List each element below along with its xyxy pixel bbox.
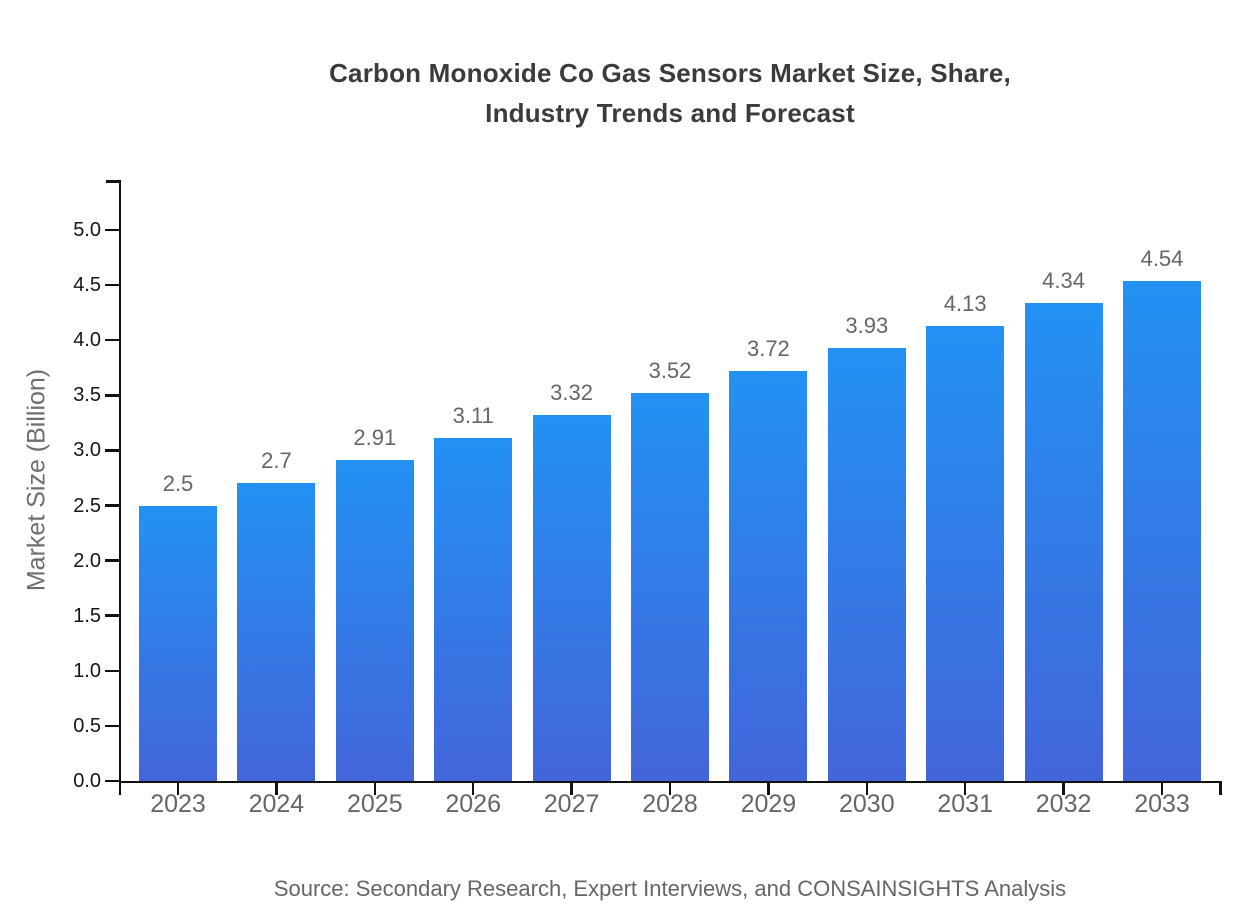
x-tick-label-2027: 2027 — [543, 790, 600, 818]
y-tick-mark — [105, 724, 119, 728]
y-tick-label: 4.0 — [73, 329, 101, 352]
bar-2025 — [335, 460, 414, 781]
x-tick-label-2032: 2032 — [1035, 790, 1092, 818]
x-tick-label-2028: 2028 — [642, 790, 698, 818]
x-tick-mark — [176, 783, 180, 795]
bar-2032 — [1024, 302, 1103, 781]
x-tick-mark — [767, 783, 770, 795]
x-tick-label-2031: 2031 — [937, 790, 993, 818]
bar-value-label-2023: 2.5 — [162, 470, 194, 496]
x-tick-label-2025: 2025 — [346, 790, 403, 818]
y-tick-label: 0.5 — [73, 714, 101, 737]
x-tick-mark — [1160, 783, 1164, 795]
x-tick-mark — [373, 783, 377, 795]
y-tick-mark — [105, 449, 119, 452]
y-tick-mark — [105, 669, 119, 673]
bar-2028 — [631, 393, 709, 781]
x-tick-mark — [963, 783, 967, 795]
x-tick-mark — [570, 783, 573, 795]
bar-value-label-2031: 4.13 — [943, 290, 987, 316]
source-caption: Source: Secondary Research, Expert Inter… — [273, 876, 1067, 901]
x-tick-mark — [1062, 783, 1065, 795]
x-tick-mark — [668, 783, 672, 795]
y-tick-mark — [105, 283, 119, 287]
y-tick-label: 1.5 — [73, 604, 101, 627]
y-tick-mark — [105, 504, 119, 507]
bar-value-label-2029: 3.72 — [746, 336, 790, 362]
y-tick-label: 2.5 — [73, 494, 101, 517]
y-tick-label: 1.0 — [73, 659, 101, 682]
x-tick-label-2030: 2030 — [838, 790, 895, 818]
x-tick-label-2033: 2033 — [1134, 790, 1190, 818]
y-tick-label: 4.5 — [73, 274, 101, 297]
y-axis-line — [118, 180, 121, 795]
x-axis-line — [118, 780, 1222, 783]
y-tick-mark — [105, 338, 119, 342]
bar-2033 — [1123, 280, 1201, 781]
y-tick-label: 0.0 — [73, 770, 101, 792]
bar-2027 — [532, 415, 611, 781]
y-tick-label: 5.0 — [73, 219, 101, 241]
y-tick-mark — [105, 228, 119, 232]
bar-2026 — [434, 438, 513, 781]
y-tick-label: 2.0 — [73, 549, 101, 572]
y-tick-mark — [105, 779, 119, 783]
y-tick-mark — [105, 559, 119, 562]
bar-2030 — [827, 347, 906, 781]
bar-value-label-2033: 4.54 — [1140, 245, 1184, 271]
y-tick-label: 3.5 — [73, 384, 101, 407]
bar-2029 — [729, 371, 808, 781]
x-tick-mark — [471, 783, 475, 795]
x-tick-mark — [275, 783, 278, 795]
bar-value-label-2027: 3.32 — [550, 380, 593, 406]
bar-value-label-2030: 3.93 — [845, 312, 889, 338]
y-tick-mark — [105, 614, 119, 617]
bar-value-label-2024: 2.7 — [261, 448, 292, 474]
x-tick-label-2029: 2029 — [740, 790, 797, 818]
x-axis-end-cap — [1219, 780, 1222, 795]
bar-2023 — [139, 505, 217, 781]
bar-value-label-2032: 4.34 — [1042, 267, 1085, 293]
bar-value-label-2026: 3.11 — [452, 403, 494, 429]
x-tick-label-2024: 2024 — [248, 790, 305, 818]
x-tick-mark — [865, 783, 869, 795]
chart-title-line2: Industry Trends and Forecast — [485, 98, 855, 128]
x-tick-label-2026: 2026 — [445, 790, 501, 818]
y-tick-label: 3.0 — [73, 439, 101, 462]
y-tick-mark — [105, 394, 119, 397]
bar-value-label-2028: 3.52 — [648, 358, 692, 384]
bar-2031 — [926, 325, 1005, 781]
y-axis-top-cap — [106, 180, 121, 183]
chart-title-line1: Carbon Monoxide Co Gas Sensors Market Si… — [329, 58, 1011, 88]
x-tick-label-2023: 2023 — [150, 790, 206, 818]
bar-value-label-2025: 2.91 — [353, 425, 397, 451]
bar-2024 — [237, 483, 316, 781]
chart-title: Carbon Monoxide Co Gas Sensors Market Si… — [120, 53, 1220, 133]
